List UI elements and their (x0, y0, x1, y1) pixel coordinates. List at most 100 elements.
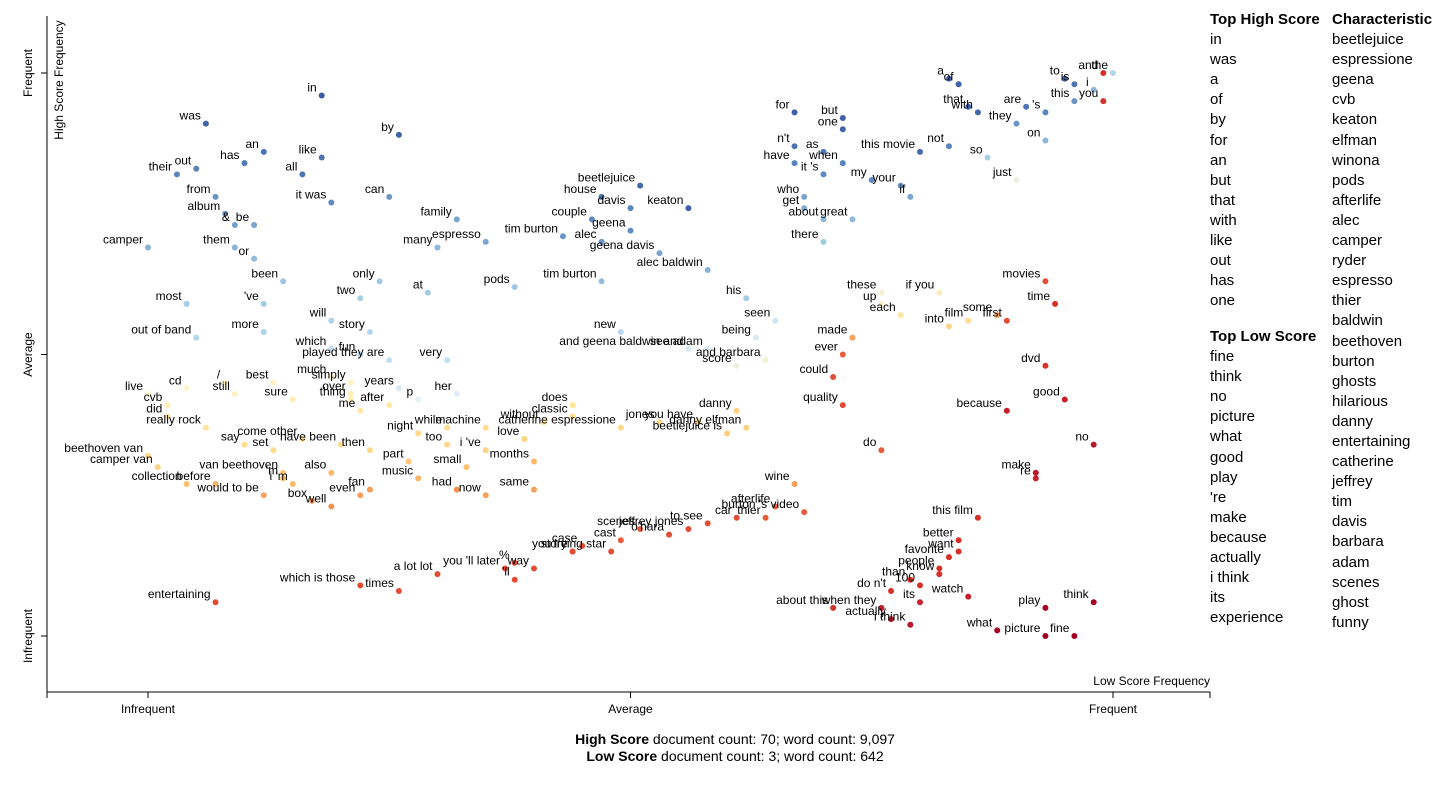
data-point[interactable] (357, 295, 364, 302)
point-label[interactable]: come other (237, 424, 297, 438)
data-point[interactable] (309, 497, 316, 504)
point-label[interactable]: camper van (90, 452, 153, 466)
point-label[interactable]: wine (764, 469, 790, 483)
data-point[interactable] (202, 120, 209, 127)
data-point[interactable] (540, 419, 547, 426)
top-high-term-item[interactable]: of (1210, 91, 1223, 109)
point-label[interactable]: months (490, 446, 529, 460)
characteristic-term-item[interactable]: ghost (1332, 593, 1369, 611)
data-point[interactable] (830, 604, 837, 611)
data-point[interactable] (463, 464, 470, 471)
point-label[interactable]: entertaining (148, 587, 211, 601)
data-point[interactable] (444, 424, 451, 431)
point-label[interactable]: for (776, 97, 790, 111)
characteristic-term-item[interactable]: danny (1332, 412, 1373, 430)
characteristic-term-item[interactable]: tim (1332, 493, 1352, 511)
data-point[interactable] (231, 390, 238, 397)
characteristic-term-item[interactable]: alec (1332, 211, 1360, 229)
data-point[interactable] (1100, 70, 1107, 76)
characteristic-term-item[interactable]: burton (1332, 352, 1375, 370)
data-point[interactable] (897, 182, 904, 189)
point-label[interactable]: simply (312, 368, 346, 382)
point-label[interactable]: p (407, 385, 414, 399)
point-label[interactable]: his (726, 283, 741, 297)
point-label[interactable]: house (564, 182, 597, 196)
point-label[interactable]: want (927, 537, 954, 551)
point-label[interactable]: that (943, 92, 964, 106)
data-point[interactable] (415, 396, 422, 403)
point-label[interactable]: its (903, 587, 915, 601)
point-label[interactable]: what (966, 615, 993, 629)
point-label[interactable]: would to be (196, 480, 259, 494)
point-label[interactable]: well (305, 492, 327, 506)
point-label[interactable]: movies (1002, 266, 1040, 280)
data-point[interactable] (743, 295, 750, 302)
data-point[interactable] (395, 131, 402, 138)
point-label[interactable]: no (1075, 430, 1089, 444)
data-point[interactable] (772, 503, 779, 510)
point-label[interactable]: my (851, 165, 867, 179)
data-point[interactable] (801, 509, 808, 516)
point-label[interactable]: now (459, 480, 481, 494)
characteristic-term-item[interactable]: barbara (1332, 533, 1384, 551)
data-point[interactable] (531, 458, 537, 465)
point-label[interactable]: beethoven van (64, 441, 143, 455)
data-point[interactable] (299, 435, 306, 442)
point-label[interactable]: fan (348, 475, 365, 489)
point-label[interactable]: in (307, 81, 316, 95)
data-point[interactable] (579, 542, 586, 549)
characteristic-term-item[interactable]: beethoven (1332, 332, 1403, 350)
data-point[interactable] (231, 244, 238, 251)
data-point[interactable] (502, 565, 509, 572)
data-point[interactable] (685, 205, 692, 212)
point-label[interactable]: these (847, 278, 877, 292)
point-label[interactable]: the (1091, 58, 1108, 72)
point-label[interactable]: than (882, 565, 905, 579)
data-point[interactable] (173, 171, 180, 178)
data-point[interactable] (917, 599, 923, 606)
data-point[interactable] (366, 486, 373, 493)
point-label[interactable]: danny elfman (669, 413, 741, 427)
data-point[interactable] (656, 419, 663, 426)
data-point[interactable] (917, 148, 923, 155)
data-point[interactable] (965, 317, 972, 324)
point-label[interactable]: has (220, 148, 239, 162)
top-low-term-item[interactable]: good (1210, 448, 1244, 466)
point-label[interactable]: if you (906, 278, 935, 292)
data-point[interactable] (482, 447, 489, 454)
data-point[interactable] (1042, 278, 1049, 285)
point-label[interactable]: scenes (597, 514, 635, 528)
data-point[interactable] (733, 407, 740, 414)
data-point[interactable] (936, 571, 943, 578)
point-label[interactable]: does (542, 390, 568, 404)
characteristic-term-item[interactable]: espressione (1332, 51, 1413, 69)
data-point[interactable] (820, 148, 827, 155)
data-point[interactable] (839, 402, 846, 409)
point-label[interactable]: espresso (432, 227, 481, 241)
data-point[interactable] (482, 492, 489, 499)
data-point[interactable] (251, 255, 258, 262)
data-point[interactable] (743, 424, 750, 431)
data-point[interactable] (338, 441, 344, 448)
characteristic-term-item[interactable]: hilarious (1332, 392, 1388, 410)
point-label[interactable]: jeffrey jones (618, 514, 683, 528)
data-point[interactable] (1042, 633, 1049, 639)
data-point[interactable] (444, 357, 451, 364)
point-label[interactable]: keaton (647, 193, 683, 207)
data-point[interactable] (270, 379, 277, 386)
point-label[interactable]: danny (699, 396, 732, 410)
point-label[interactable]: this (1051, 86, 1070, 100)
point-label[interactable]: think (1063, 587, 1089, 601)
point-label[interactable]: played they are (302, 345, 384, 359)
point-label[interactable]: make (1001, 458, 1031, 472)
top-low-term-item[interactable]: 're (1210, 488, 1227, 506)
point-label[interactable]: time (1027, 289, 1050, 303)
point-label[interactable]: you 'll later (443, 553, 500, 567)
point-label[interactable]: people (898, 553, 934, 567)
point-label[interactable]: watch (931, 582, 963, 596)
data-point[interactable] (1100, 98, 1107, 105)
point-label[interactable]: could (799, 362, 828, 376)
data-point[interactable] (820, 238, 827, 245)
data-point[interactable] (183, 480, 190, 487)
point-label[interactable]: part (383, 446, 404, 460)
